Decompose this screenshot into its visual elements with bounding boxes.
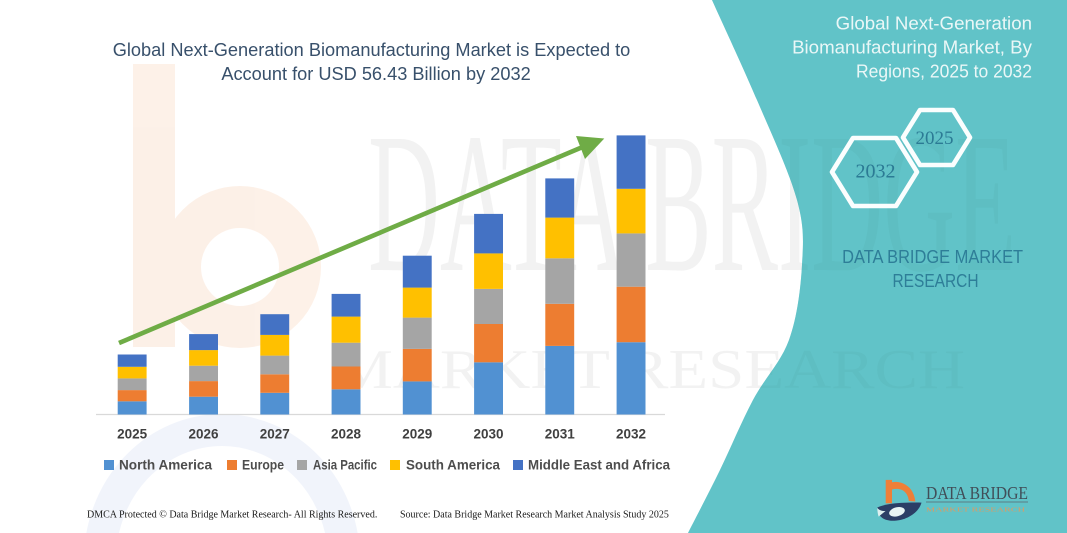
- svg-text:Regions, 2025 to 2032: Regions, 2025 to 2032: [856, 61, 1032, 82]
- svg-text:South America: South America: [406, 457, 500, 473]
- svg-text:2025: 2025: [117, 427, 148, 442]
- svg-text:Account for USD 56.43 Billion: Account for USD 56.43 Billion by 2032: [221, 64, 530, 84]
- svg-text:2028: 2028: [331, 427, 362, 442]
- svg-text:Global Next-Generation: Global Next-Generation: [836, 13, 1032, 34]
- svg-text:Source: Data Bridge Market Res: Source: Data Bridge Market Research Mark…: [400, 510, 669, 521]
- svg-text:2031: 2031: [545, 427, 576, 442]
- svg-text:2025: 2025: [916, 128, 954, 149]
- svg-text:2026: 2026: [188, 427, 219, 442]
- svg-text:2029: 2029: [402, 427, 432, 442]
- svg-text:MARKET RESEARCH: MARKET RESEARCH: [335, 339, 965, 401]
- svg-text:MARKET RESEARCH: MARKET RESEARCH: [926, 508, 1026, 514]
- svg-text:2032: 2032: [616, 427, 646, 442]
- svg-text:DATA BRIDGE: DATA BRIDGE: [926, 483, 1028, 503]
- svg-text:Middle East and Africa: Middle East and Africa: [528, 457, 670, 473]
- svg-text:RESEARCH: RESEARCH: [893, 271, 979, 291]
- svg-text:2032: 2032: [856, 161, 896, 183]
- svg-text:Global Next-Generation Biomanu: Global Next-Generation Biomanufacturing …: [113, 40, 631, 60]
- svg-text:Asia Pacific: Asia Pacific: [313, 457, 377, 473]
- svg-text:Biomanufacturing Market, By: Biomanufacturing Market, By: [792, 37, 1033, 58]
- svg-text:DATA BRIDGE MARKET: DATA BRIDGE MARKET: [842, 247, 1023, 267]
- svg-text:DMCA Protected © Data Bridge M: DMCA Protected © Data Bridge Market Rese…: [87, 510, 377, 521]
- svg-text:2027: 2027: [260, 427, 290, 442]
- svg-text:2030: 2030: [473, 427, 503, 442]
- svg-text:North America: North America: [119, 457, 212, 473]
- svg-text:Europe: Europe: [242, 457, 284, 473]
